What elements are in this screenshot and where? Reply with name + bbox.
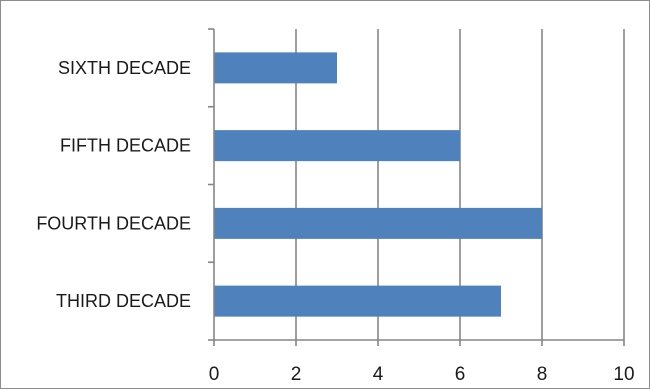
category-label-sixth-decade: SIXTH DECADE [58, 58, 191, 78]
x-tick-label-0: 0 [209, 364, 220, 385]
x-tick-label-6: 6 [455, 364, 466, 385]
category-label-fourth-decade: FOURTH DECADE [36, 213, 191, 233]
x-tick-label-10: 10 [613, 364, 634, 385]
category-label-fifth-decade: FIFTH DECADE [60, 136, 191, 156]
x-tick-label-4: 4 [373, 364, 384, 385]
x-tick-label-2: 2 [291, 364, 302, 385]
category-label-third-decade: THIRD DECADE [56, 291, 191, 311]
x-tick-label-8: 8 [537, 364, 548, 385]
labels: THIRD DECADE FOURTH DECADE FIFTH DECADE SIX… [36, 58, 634, 385]
bar-sixth-decade [214, 52, 337, 84]
bar-fourth-decade [214, 207, 542, 239]
axes [208, 28, 625, 346]
bar-third-decade [214, 285, 501, 317]
bar-fifth-decade [214, 130, 460, 162]
bars [214, 52, 542, 317]
